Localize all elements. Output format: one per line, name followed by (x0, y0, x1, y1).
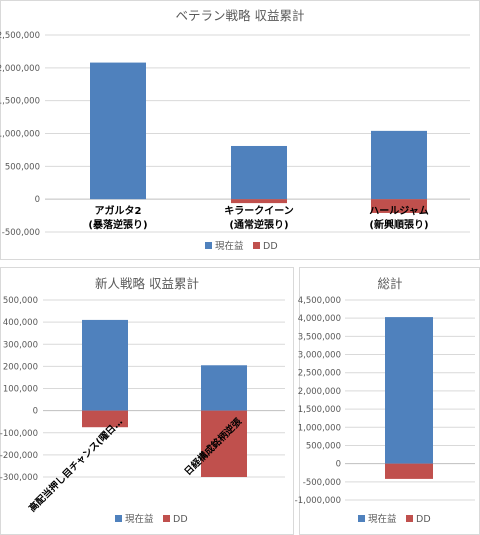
bar-current-profit (82, 319, 128, 411)
legend-swatch-dd (163, 515, 170, 522)
y-tick-label: 2,000,000 (0, 64, 40, 74)
legend-swatch-dd (406, 515, 413, 522)
legend-swatch-current (205, 242, 212, 249)
y-tick-label: 500,000 (306, 441, 341, 451)
y-tick-label: 1,500,000 (298, 405, 341, 415)
y-tick-label: 1,000,000 (0, 130, 40, 140)
x-category-label: アガルタ2 (95, 204, 142, 217)
y-tick-label: 0 (33, 407, 38, 417)
chart-title-newcomer: 新人戦略 収益累計 (95, 276, 199, 291)
bar-current-profit (201, 365, 247, 411)
y-tick-label: 500,000 (5, 162, 40, 172)
y-tick-label: 3,500,000 (298, 332, 341, 342)
bar-drawdown (82, 410, 128, 428)
y-tick-label: 1,500,000 (0, 97, 40, 107)
y-tick-label: 500,000 (3, 296, 38, 306)
y-tick-label: 4,500,000 (298, 296, 341, 306)
legend-label: 現在益 (125, 513, 154, 525)
bar-current-profit (371, 130, 427, 200)
x-category-label: (通常逆張り) (229, 218, 288, 231)
legend-swatch-dd (253, 242, 260, 249)
legend-label: DD (263, 241, 278, 252)
x-category-label: (暴落逆張り) (88, 218, 147, 231)
y-tick-label: 4,000,000 (298, 314, 341, 324)
bar-current-profit (385, 317, 433, 464)
y-tick-label: 400,000 (3, 318, 38, 328)
bar-drawdown (371, 199, 427, 213)
legend-label: 現在益 (215, 240, 244, 252)
y-tick-label: 2,000,000 (298, 387, 341, 397)
legend-label: DD (173, 514, 188, 525)
bar-current-profit (90, 62, 146, 200)
chart-title-total: 総計 (377, 276, 402, 291)
legend-label: DD (416, 514, 431, 525)
bar-drawdown (201, 410, 247, 477)
bar-drawdown (231, 199, 287, 204)
x-category-label: (新興順張り) (369, 218, 428, 231)
y-tick-label: 0 (35, 195, 40, 205)
y-tick-label: -300,000 (0, 473, 38, 483)
legend-swatch-current (115, 515, 122, 522)
x-category-label: ハールジャム (369, 205, 429, 217)
chart-panel-veteran (0, 0, 480, 260)
y-tick-label: 2,500,000 (0, 31, 40, 41)
y-tick-label: 2,500,000 (298, 369, 341, 379)
y-tick-label: 100,000 (3, 385, 38, 395)
y-tick-label: 300,000 (3, 340, 38, 350)
y-tick-label: 1,000,000 (298, 423, 341, 433)
y-tick-label: 0 (336, 460, 341, 470)
y-tick-label: -500,000 (303, 478, 341, 488)
y-tick-label: -100,000 (0, 429, 38, 439)
x-category-label: キラークイーン (224, 205, 294, 217)
bar-current-profit (231, 145, 287, 200)
y-tick-label: 200,000 (3, 362, 38, 372)
bar-drawdown (385, 463, 433, 479)
y-tick-label: -200,000 (0, 451, 38, 461)
y-tick-label: -500,000 (2, 228, 40, 238)
y-tick-label: 3,000,000 (298, 351, 341, 361)
y-tick-label: -1,000,000 (295, 496, 341, 506)
chart-title-veteran: ベテラン戦略 収益累計 (176, 8, 305, 23)
legend-label: 現在益 (368, 513, 397, 525)
legend-swatch-current (358, 515, 365, 522)
